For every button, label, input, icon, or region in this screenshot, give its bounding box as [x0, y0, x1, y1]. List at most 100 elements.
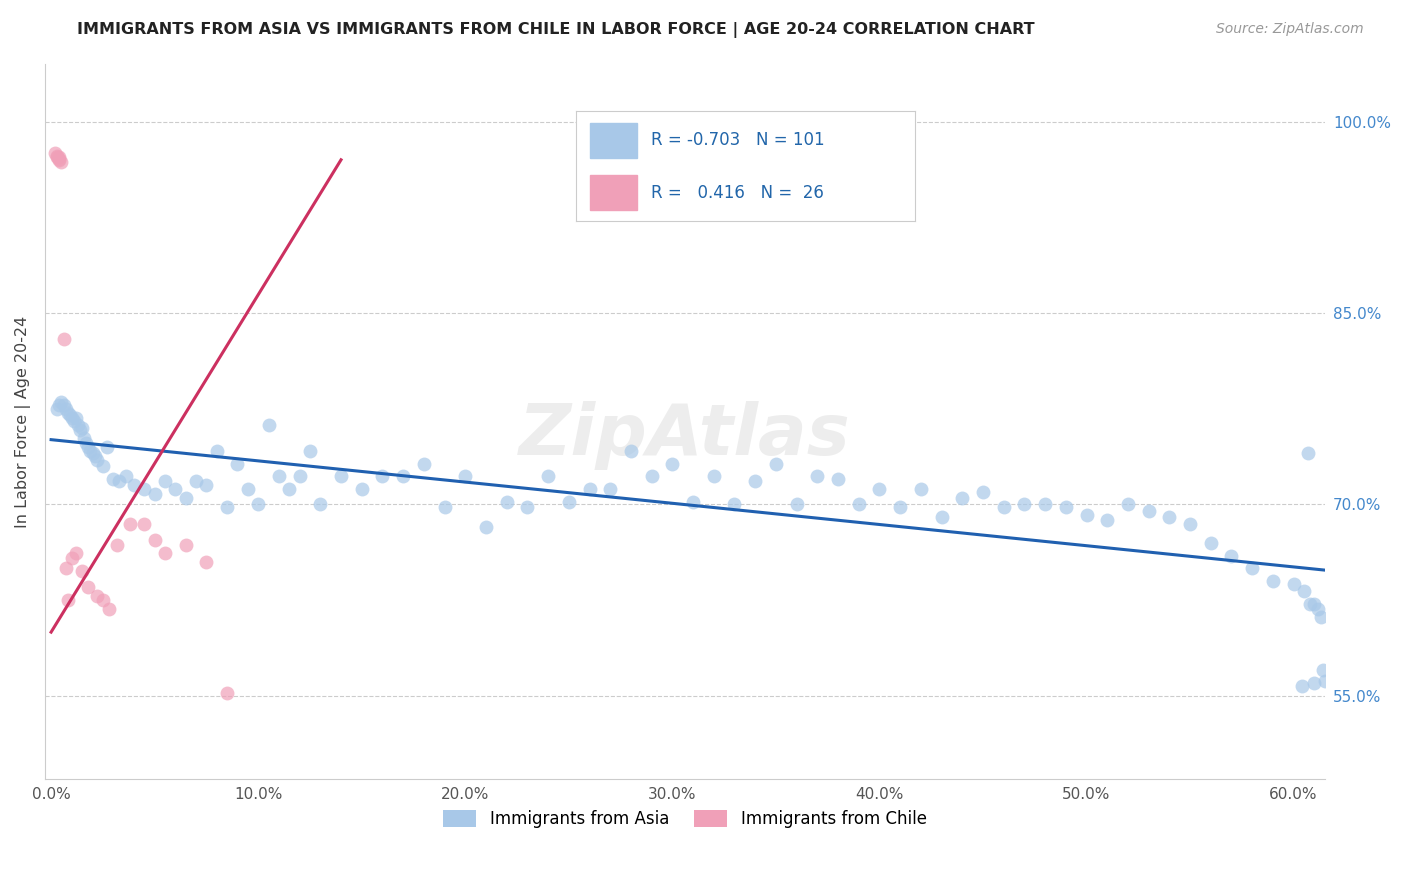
- Point: [83, 449, 105, 463]
- Point: [52, 332, 75, 346]
- Point: [298, 443, 321, 458]
- Point: [51, 155, 73, 169]
- Point: [848, 498, 870, 512]
- Point: [1261, 574, 1284, 588]
- Point: [950, 491, 973, 505]
- Point: [195, 555, 218, 569]
- Point: [55, 561, 77, 575]
- Point: [48, 153, 70, 167]
- Point: [1199, 535, 1222, 549]
- Point: [744, 475, 766, 489]
- Point: [56, 406, 79, 420]
- Y-axis label: In Labor Force | Age 20-24: In Labor Force | Age 20-24: [15, 316, 31, 527]
- Point: [86, 590, 108, 604]
- Point: [278, 482, 301, 496]
- Point: [827, 472, 849, 486]
- Point: [806, 469, 828, 483]
- Point: [73, 431, 96, 445]
- Point: [1033, 498, 1056, 512]
- Point: [993, 500, 1015, 514]
- Point: [475, 520, 498, 534]
- Point: [66, 418, 89, 433]
- Point: [330, 469, 353, 483]
- Point: [48, 398, 70, 412]
- Point: [91, 593, 114, 607]
- Point: [1309, 609, 1331, 624]
- Point: [257, 418, 280, 433]
- Point: [558, 495, 581, 509]
- Point: [51, 395, 73, 409]
- Point: [114, 469, 136, 483]
- Point: [48, 150, 70, 164]
- Point: [346, 797, 368, 812]
- Point: [1054, 500, 1077, 514]
- Point: [889, 500, 911, 514]
- Point: [765, 457, 787, 471]
- Point: [1299, 597, 1322, 611]
- Point: [1178, 516, 1201, 531]
- Point: [65, 546, 87, 560]
- Point: [578, 482, 600, 496]
- Point: [516, 500, 538, 514]
- Point: [69, 424, 91, 438]
- Point: [63, 415, 86, 429]
- Point: [48, 152, 70, 166]
- Point: [195, 478, 218, 492]
- Point: [96, 440, 118, 454]
- Point: [46, 401, 69, 416]
- Point: [1308, 602, 1330, 616]
- Point: [122, 478, 145, 492]
- Point: [247, 498, 270, 512]
- Point: [1282, 576, 1305, 591]
- Point: [75, 436, 97, 450]
- Point: [143, 487, 166, 501]
- Legend: Immigrants from Asia, Immigrants from Chile: Immigrants from Asia, Immigrants from Ch…: [436, 804, 934, 835]
- Point: [1292, 584, 1315, 599]
- Point: [134, 516, 156, 531]
- Point: [236, 482, 259, 496]
- Point: [46, 149, 69, 163]
- Point: [70, 421, 93, 435]
- Point: [1303, 676, 1326, 690]
- Point: [1159, 510, 1181, 524]
- Point: [537, 469, 560, 483]
- Point: [350, 482, 373, 496]
- Point: [1220, 549, 1243, 563]
- Point: [82, 446, 104, 460]
- Point: [723, 498, 745, 512]
- Point: [661, 457, 683, 471]
- Point: [1312, 664, 1334, 678]
- Point: [98, 602, 121, 616]
- Point: [134, 482, 156, 496]
- Point: [59, 408, 82, 422]
- Point: [682, 495, 704, 509]
- Point: [620, 443, 643, 458]
- Point: [495, 495, 517, 509]
- Point: [91, 459, 114, 474]
- Point: [412, 457, 434, 471]
- Point: [105, 538, 128, 552]
- Point: [371, 469, 394, 483]
- Point: [309, 498, 332, 512]
- Point: [217, 686, 239, 700]
- Point: [55, 401, 77, 416]
- Point: [77, 440, 100, 454]
- Point: [70, 564, 93, 578]
- Point: [174, 491, 197, 505]
- Point: [454, 469, 477, 483]
- Point: [599, 482, 621, 496]
- Point: [1303, 597, 1326, 611]
- Point: [86, 452, 108, 467]
- Point: [1014, 498, 1036, 512]
- Text: IMMIGRANTS FROM ASIA VS IMMIGRANTS FROM CHILE IN LABOR FORCE | AGE 20-24 CORRELA: IMMIGRANTS FROM ASIA VS IMMIGRANTS FROM …: [77, 22, 1035, 38]
- Text: Source: ZipAtlas.com: Source: ZipAtlas.com: [1216, 22, 1364, 37]
- Point: [77, 581, 100, 595]
- Point: [433, 500, 456, 514]
- Point: [184, 475, 207, 489]
- Point: [1296, 446, 1319, 460]
- Point: [1076, 508, 1098, 522]
- Point: [910, 482, 932, 496]
- Point: [1116, 498, 1139, 512]
- Point: [46, 150, 69, 164]
- Point: [392, 469, 415, 483]
